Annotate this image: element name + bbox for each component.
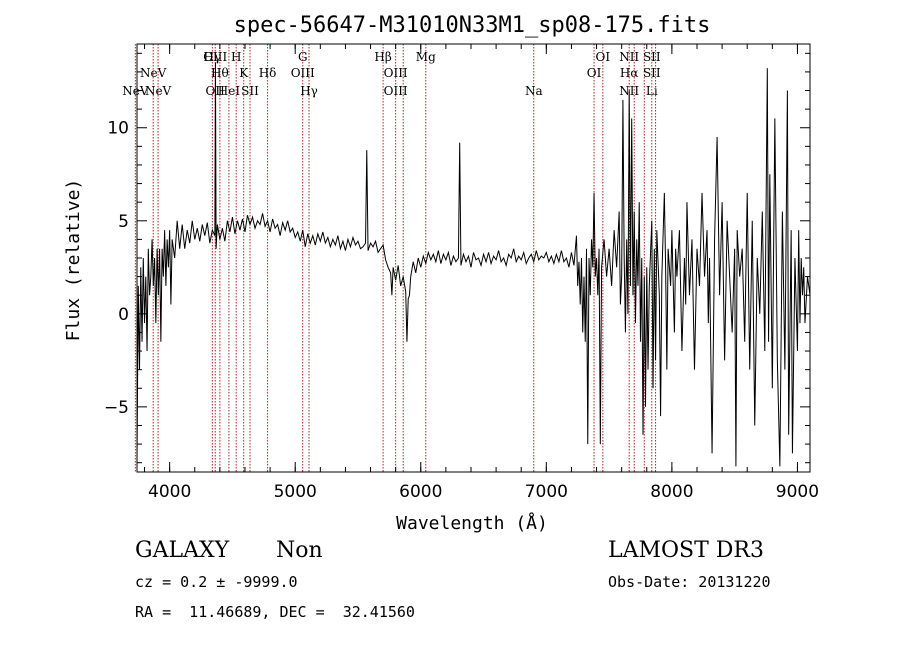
line-markers: NeVNeVNeVOIIIOIIHγHθHeIHKSIIHδGOIIIHγHβO… (122, 44, 661, 472)
axis-ticks: 4000 5000 6000 7000 8000 9000 −5 0 5 10 (104, 44, 819, 502)
line-marker-label: NeV (122, 84, 149, 98)
line-marker-label: Hβ (374, 50, 391, 64)
y-tick-label: 10 (107, 119, 129, 139)
x-tick-label: 5000 (274, 482, 317, 502)
line-marker-label: OIII (291, 66, 315, 80)
line-marker-label: OI (596, 50, 611, 64)
line-marker-label: G (298, 50, 308, 64)
line-marker-label: HeI (218, 84, 241, 98)
line-marker-label: Hα (620, 66, 639, 80)
coordinates-line: RA = 11.46689, DEC = 32.41560 (135, 603, 415, 621)
chart-title: spec-56647-M31010N33M1_sp08-175.fits (234, 13, 711, 38)
y-tick-label: 0 (118, 305, 129, 325)
line-marker-label: OIII (384, 84, 408, 98)
x-tick-label: 8000 (650, 482, 693, 502)
line-marker-label: SII (241, 84, 259, 98)
x-tick-label: 9000 (776, 482, 819, 502)
line-marker-label: Li (646, 84, 658, 98)
y-tick-label: −5 (104, 398, 129, 418)
x-tick-label: 7000 (525, 482, 568, 502)
line-marker-label: Hθ (211, 66, 229, 80)
line-marker-label: Mg (416, 50, 436, 64)
y-axis-label: Flux (relative) (63, 179, 84, 342)
line-marker-label: K (239, 66, 249, 80)
line-marker-label: SII (643, 66, 661, 80)
line-marker-label: NeV (140, 66, 167, 80)
line-marker-label: OIII (384, 66, 408, 80)
line-marker-label: NeV (145, 84, 172, 98)
x-axis-label: Wavelength (Å) (396, 512, 548, 534)
line-marker-label: Hδ (259, 66, 277, 80)
subclass-label: Non (276, 538, 323, 563)
survey-label: LAMOST DR3 (608, 538, 764, 563)
redshift-line: cz = 0.2 ± -9999.0 (135, 573, 298, 591)
series-layer (137, 62, 810, 467)
line-marker-label: Hγ (300, 84, 318, 98)
series-line-flux (137, 62, 810, 467)
line-marker-label: Na (525, 84, 543, 98)
line-marker-label: Hγ (204, 50, 222, 64)
line-marker-label: H (231, 50, 241, 64)
object-class-label: GALAXY (135, 538, 230, 563)
obs-date-line: Obs-Date: 20131220 (608, 573, 771, 591)
line-marker-label: NII (619, 50, 639, 64)
line-marker-label: SII (643, 50, 661, 64)
line-marker-label: OI (587, 66, 602, 80)
x-tick-label: 6000 (399, 482, 442, 502)
x-tick-label: 4000 (148, 482, 191, 502)
y-tick-label: 5 (118, 212, 129, 232)
line-marker-label: OIII (203, 50, 227, 64)
